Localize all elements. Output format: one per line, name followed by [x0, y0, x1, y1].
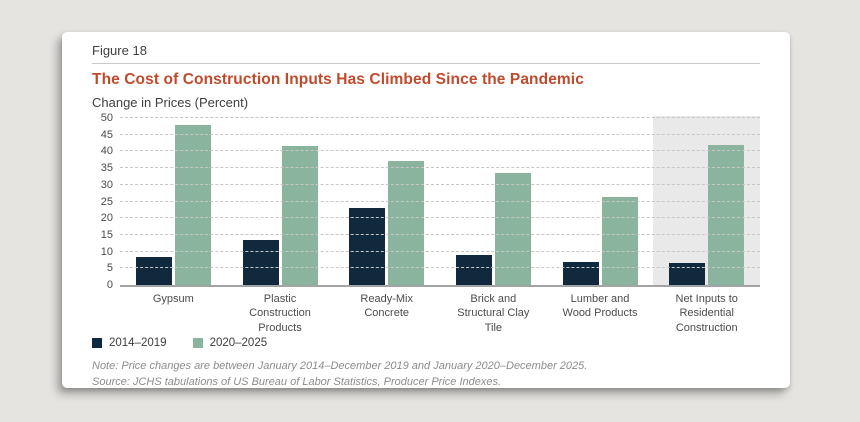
header-divider [92, 63, 760, 64]
bar-group [120, 124, 227, 285]
bar-group [333, 161, 440, 285]
bar [135, 256, 172, 285]
plot-area: 0 5 10 15 20 25 30 35 40 45 50 [101, 112, 761, 291]
category-band [547, 116, 654, 285]
category-band [227, 116, 334, 285]
chart-title: The Cost of Construction Inputs Has Clim… [92, 71, 584, 88]
plot-bands [120, 116, 761, 285]
y-axis-tick-label: 10 [100, 245, 113, 258]
y-axis-tick-label: 25 [100, 195, 113, 208]
bar-group [440, 173, 547, 285]
legend-item: 2020–2025 [192, 336, 268, 349]
x-axis-category-label: Net Inputs to Residential Construction [675, 293, 738, 334]
x-axis-category-label: Gypsum [152, 293, 194, 305]
bar [242, 239, 279, 285]
x-axis-category-label: Lumber and Wood Products [562, 293, 638, 320]
bar [281, 146, 318, 285]
bar [601, 196, 638, 285]
x-axis-category-label: Brick and Structural Clay Tile [457, 293, 530, 334]
y-axis-tick-label: 45 [100, 128, 113, 141]
source-text: Source: JCHS tabulations of US Bureau of… [92, 376, 502, 389]
bar [669, 263, 706, 285]
bar [562, 261, 599, 285]
y-axis-tick-label: 50 [100, 112, 113, 124]
legend-item: 2014–2019 [92, 337, 167, 349]
figure-label: Figure 18 [92, 43, 147, 58]
y-axis-tick-label: 0 [106, 279, 113, 291]
x-axis-category-label: Ready-Mix Concrete [360, 293, 413, 320]
legend-label: 2020–2025 [209, 336, 268, 349]
x-axis-category-label: Plastic Construction Products [249, 293, 311, 334]
legend-swatch [192, 337, 203, 348]
legend-swatch [92, 337, 102, 348]
figure-card: Figure 18 The Cost of Construction Input… [62, 32, 790, 388]
bar [349, 208, 386, 285]
bar [174, 124, 211, 285]
legend: 2014–2019 2020–2025 [92, 337, 760, 349]
bar-group [547, 196, 654, 285]
y-axis-tick-label: 40 [100, 145, 113, 158]
category-band [120, 116, 227, 285]
bar [388, 161, 425, 285]
legend-label: 2014–2019 [109, 336, 167, 349]
bar-group [227, 146, 334, 285]
y-axis-tick-label: 15 [100, 228, 113, 241]
y-axis-tick-label: 20 [100, 212, 113, 225]
note-text: Note: Price changes are between January … [92, 359, 588, 372]
y-axis-units-label: Change in Prices (Percent) [92, 95, 249, 110]
x-axis-labels: Gypsum Plastic Construction Products Ready… [120, 287, 760, 335]
y-axis-tick-label: 30 [100, 178, 113, 191]
category-band [333, 116, 440, 285]
bar-group [653, 144, 760, 285]
highlighted-category-band [653, 116, 761, 285]
y-axis-tick-label: 35 [100, 162, 113, 175]
bar [455, 254, 492, 285]
bar [708, 144, 745, 285]
category-band [440, 116, 547, 285]
y-axis-tick-label: 5 [106, 262, 113, 275]
bar [494, 173, 531, 285]
